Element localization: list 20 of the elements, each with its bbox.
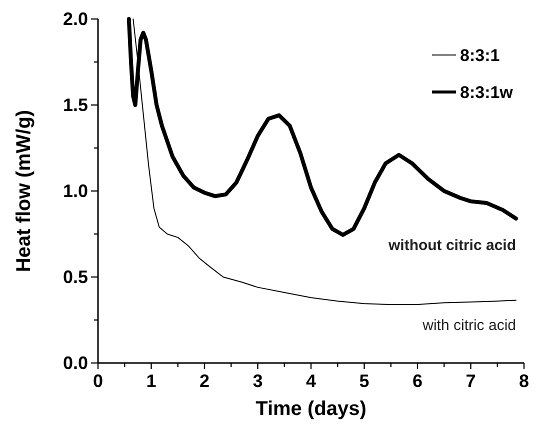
x-tick-label: 5 [359, 371, 370, 391]
x-tick-label: 6 [412, 371, 423, 391]
x-tick-label: 2 [199, 371, 210, 391]
x-tick-label: 1 [146, 371, 156, 391]
annotation: without citric acid [387, 237, 516, 254]
y-tick-label: 0.0 [62, 353, 88, 373]
x-tick-label: 4 [306, 371, 316, 391]
y-tick-label: 0.5 [62, 267, 88, 287]
legend-label: 8:3:1w [460, 83, 514, 102]
annotation: with citric acid [422, 317, 516, 334]
x-tick-label: 3 [252, 371, 263, 391]
y-tick-label: 2.0 [62, 9, 88, 29]
legend-label: 8:3:1 [460, 46, 500, 65]
x-tick-label: 0 [92, 371, 104, 391]
x-tick-label: 7 [466, 371, 476, 391]
y-axis-title: Heat flow (mW/g) [13, 110, 35, 272]
y-tick-label: 1.0 [62, 181, 88, 201]
x-tick-label: 8 [518, 371, 530, 391]
x-axis-title: Time (days) [256, 398, 366, 420]
y-tick-label: 1.5 [62, 95, 88, 115]
